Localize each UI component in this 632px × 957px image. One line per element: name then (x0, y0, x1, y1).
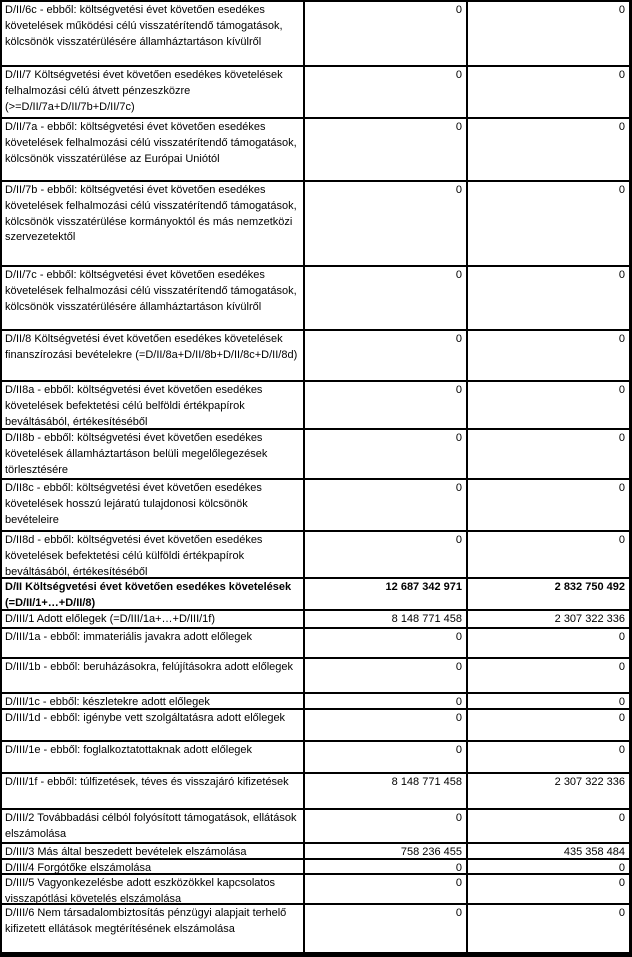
row-value-2: 0 (618, 121, 625, 133)
row-value-1: 0 (305, 710, 468, 740)
row-value-2: 0 (618, 69, 625, 81)
table-row: D/III/5 Vagyonkezelésbe adott eszközökke… (2, 875, 629, 905)
row-label: D/II/6c - ebből: költségvetési évet köve… (2, 2, 305, 65)
table-row: D/II8b - ebből: költségvetési évet követ… (2, 430, 629, 480)
table-row: D/II/7c - ebből: költségvetési évet köve… (2, 267, 629, 331)
row-value-2: 2 307 322 336 (554, 776, 625, 788)
row-value-2: 2 307 322 336 (554, 613, 625, 625)
row-label: D/III/1 Adott előlegek (=D/III/1a+…+D/II… (2, 611, 305, 627)
table-row: D/II/7b - ebből: költségvetési évet köve… (2, 182, 629, 267)
table-row: D/II8d - ebből: költségvetési évet követ… (2, 532, 629, 579)
table-row: D/III/4 Forgótőke elszámolása 0 0 (2, 860, 629, 875)
row-value-1: 0 (305, 67, 468, 117)
row-label: D/III/1e - ebből: foglalkoztatottaknak a… (2, 742, 305, 772)
row-label: D/III/6 Nem társadalombiztosítás pénzügy… (2, 905, 305, 952)
table-row: D/III/1b - ebből: beruházásokra, felújít… (2, 659, 629, 694)
row-label: D/III/1b - ebből: beruházásokra, felújít… (2, 659, 305, 692)
row-value-1: 0 (305, 480, 468, 530)
row-label: D/II8a - ebből: költségvetési évet követ… (2, 382, 305, 428)
row-label: D/III/1c - ebből: készletekre adott elől… (2, 694, 305, 708)
row-label: D/II/7a - ebből: költségvetési évet köve… (2, 119, 305, 180)
row-value-1: 0 (305, 267, 468, 329)
row-value-1: 0 (305, 430, 468, 478)
row-value-1: 758 236 455 (305, 844, 468, 858)
row-value-2: 0 (618, 4, 625, 16)
row-value-2: 0 (618, 812, 625, 824)
table-row: D/II/8 Költségvetési évet követően esedé… (2, 331, 629, 382)
row-label: D/III/2 Továbbadási célból folyósított t… (2, 810, 305, 842)
table-row: D/III/1c - ebből: készletekre adott elől… (2, 694, 629, 710)
row-value-2: 0 (618, 432, 625, 444)
table-row: D/II/7 Költségvetési évet követően esedé… (2, 67, 629, 119)
row-label: D/III/4 Forgótőke elszámolása (2, 860, 305, 873)
row-value-1: 0 (305, 810, 468, 842)
row-value-1: 0 (305, 875, 468, 903)
row-label: D/II8b - ebből: költségvetési évet követ… (2, 430, 305, 478)
row-value-1: 0 (305, 629, 468, 657)
row-label: D/III/3 Más által beszedett bevételek el… (2, 844, 305, 858)
table-row: D/III/1f - ebből: túlfizetések, téves és… (2, 774, 629, 810)
row-value-2: 0 (618, 907, 625, 919)
row-value-1: 0 (305, 742, 468, 772)
table-row: D/II/6c - ebből: költségvetési évet köve… (2, 2, 629, 67)
row-value-1: 0 (305, 182, 468, 265)
row-value-1: 12 687 342 971 (305, 579, 468, 609)
row-value-1: 0 (305, 119, 468, 180)
row-value-1: 0 (305, 905, 468, 952)
row-value-1: 0 (305, 694, 468, 708)
row-value-2: 435 358 484 (563, 846, 625, 858)
row-label: D/II8d - ebből: költségvetési évet követ… (2, 532, 305, 577)
row-value-2: 0 (618, 482, 625, 494)
row-value-2: 0 (618, 744, 625, 756)
row-value-2: 0 (618, 696, 625, 708)
row-label: D/III/1a - ebből: immateriális javakra a… (2, 629, 305, 657)
row-value-1: 0 (305, 860, 468, 873)
table-row: D/II Költségvetési évet követően esedéke… (2, 579, 629, 611)
row-value-2: 0 (618, 877, 625, 889)
row-value-2: 0 (618, 384, 625, 396)
row-label: D/II Költségvetési évet követően esedéke… (2, 579, 305, 609)
row-value-2: 0 (618, 333, 625, 345)
row-value-1: 0 (305, 331, 468, 380)
table-row: D/III/6 Nem társadalombiztosítás pénzügy… (2, 905, 629, 952)
row-label: D/III/1d - ebből: igénybe vett szolgálta… (2, 710, 305, 740)
row-value-2: 0 (618, 862, 625, 873)
row-label: D/II8c - ebből: költségvetési évet követ… (2, 480, 305, 530)
row-label: D/III/5 Vagyonkezelésbe adott eszközökke… (2, 875, 305, 903)
table-row: D/III/1a - ebből: immateriális javakra a… (2, 629, 629, 659)
row-value-2: 0 (618, 184, 625, 196)
row-value-2: 2 832 750 492 (554, 581, 625, 593)
table-row: D/II8c - ebből: költségvetési évet követ… (2, 480, 629, 532)
row-label: D/II/8 Költségvetési évet követően esedé… (2, 331, 305, 380)
row-value-2: 0 (618, 631, 625, 643)
row-label: D/II/7 Költségvetési évet követően esedé… (2, 67, 305, 117)
row-value-2: 0 (618, 534, 625, 546)
row-label: D/III/1f - ebből: túlfizetések, téves és… (2, 774, 305, 808)
table-row: D/II8a - ebből: költségvetési évet követ… (2, 382, 629, 430)
row-value-2: 0 (618, 269, 625, 281)
row-value-1: 0 (305, 532, 468, 577)
row-value-1: 8 148 771 458 (305, 611, 468, 627)
table-row: D/II/7a - ebből: költségvetési évet köve… (2, 119, 629, 182)
table-row: D/III/1e - ebből: foglalkoztatottaknak a… (2, 742, 629, 774)
row-value-1: 0 (305, 659, 468, 692)
table-row: D/III/2 Továbbadási célból folyósított t… (2, 810, 629, 844)
row-value-2: 0 (618, 661, 625, 673)
table-row: D/III/1 Adott előlegek (=D/III/1a+…+D/II… (2, 611, 629, 629)
row-label: D/II/7c - ebből: költségvetési évet köve… (2, 267, 305, 329)
row-value-1: 0 (305, 382, 468, 428)
row-value-2: 0 (618, 712, 625, 724)
table-row: D/III/3 Más által beszedett bevételek el… (2, 844, 629, 860)
row-label: D/II/7b - ebből: költségvetési évet köve… (2, 182, 305, 265)
row-value-1: 0 (305, 2, 468, 65)
table-row: D/III/1d - ebből: igénybe vett szolgálta… (2, 710, 629, 742)
row-value-1: 8 148 771 458 (305, 774, 468, 808)
